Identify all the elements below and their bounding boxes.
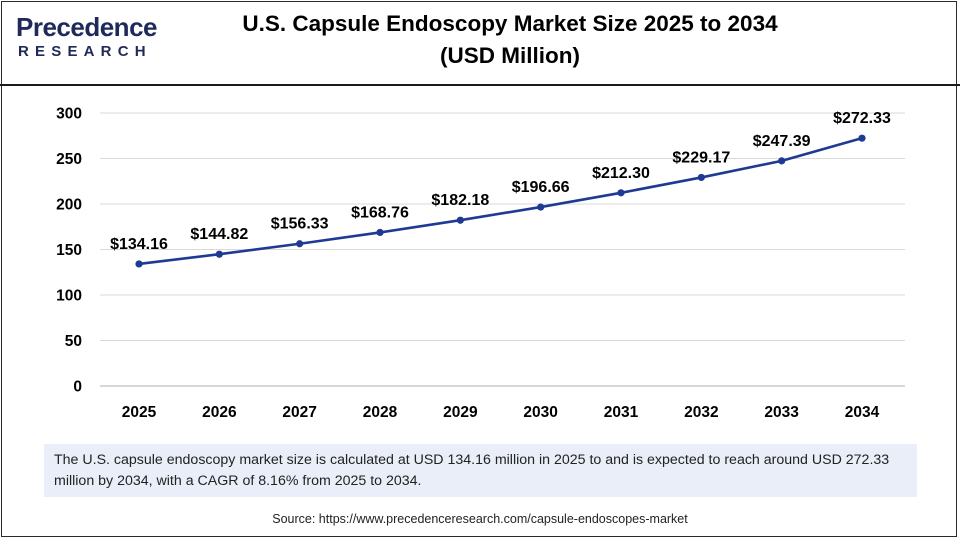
header: Precedence RESEARCH U.S. Capsule Endosco…: [0, 0, 960, 86]
x-tick-label-2030: 2030: [523, 404, 557, 421]
data-label-2033: $247.39: [753, 133, 811, 150]
data-label-2029: $182.18: [431, 192, 489, 209]
data-label-2025: $134.16: [110, 236, 168, 253]
series: [135, 134, 866, 268]
x-tick-label-2033: 2033: [764, 404, 799, 421]
logo-subtitle: RESEARCH: [18, 43, 152, 60]
data-label-2026: $144.82: [190, 226, 248, 243]
logo-wordmark: Precedence: [16, 12, 157, 42]
line-chart: 0 50 100 150 200 250 300 2025 2026 2027 2028 2029 20…: [56, 106, 905, 421]
data-label-2030: $196.66: [512, 179, 570, 196]
data-point-2026: [215, 250, 223, 258]
data-point-2030: [537, 203, 545, 211]
source-text: Source: https://www.precedenceresearch.c…: [272, 512, 688, 526]
data-point-2031: [617, 189, 625, 197]
data-label-2032: $229.17: [672, 149, 730, 166]
x-tick-label-2034: 2034: [845, 404, 880, 421]
data-point-2034: [858, 134, 866, 142]
data-point-2029: [456, 216, 464, 224]
data-point-2033: [778, 157, 786, 165]
data-labels: $134.16 $144.82 $156.33 $168.76 $182.18 $196.…: [110, 110, 891, 253]
data-point-2025: [135, 260, 143, 268]
axes: 0 50 100 150 200 250 300 2025 2026 2027 2028 2029 20…: [56, 106, 905, 421]
x-tick-label-2028: 2028: [363, 404, 398, 421]
data-label-2027: $156.33: [271, 216, 329, 233]
chart-title-line1: U.S. Capsule Endoscopy Market Size 2025 …: [242, 11, 778, 36]
data-point-2028: [376, 228, 384, 237]
data-point-2032: [697, 173, 705, 182]
data-label-2034: $272.33: [833, 110, 891, 127]
description-box: The U.S. capsule endoscopy market size i…: [44, 444, 917, 497]
chart-title: U.S. Capsule Endoscopy Market Size 2025 …: [170, 8, 850, 72]
x-tick-label-2026: 2026: [202, 404, 237, 421]
data-label-2031: $212.30: [592, 165, 650, 182]
x-tick-label-2027: 2027: [282, 404, 316, 421]
y-tick-label-150: 150: [56, 242, 82, 259]
data-label-2028: $168.76: [351, 204, 409, 221]
y-tick-label-200: 200: [56, 197, 82, 214]
data-point-2027: [296, 240, 304, 248]
x-tick-label-2031: 2031: [604, 404, 639, 421]
x-tick-label-2032: 2032: [684, 404, 718, 421]
precedence-research-logo: Precedence RESEARCH: [16, 12, 166, 70]
description-text: The U.S. capsule endoscopy market size i…: [54, 452, 890, 489]
chart-title-line2: (USD Million): [440, 43, 580, 68]
x-tick-label-2025: 2025: [122, 404, 157, 421]
y-tick-label-50: 50: [65, 333, 82, 350]
y-tick-label-0: 0: [73, 379, 82, 396]
series-line: [138, 136, 863, 266]
y-tick-label-300: 300: [56, 106, 82, 123]
header-divider: [0, 84, 960, 86]
x-tick-label-2029: 2029: [443, 404, 478, 421]
gridlines: [100, 112, 905, 341]
y-tick-label-100: 100: [56, 288, 82, 305]
y-tick-label-250: 250: [56, 151, 82, 168]
